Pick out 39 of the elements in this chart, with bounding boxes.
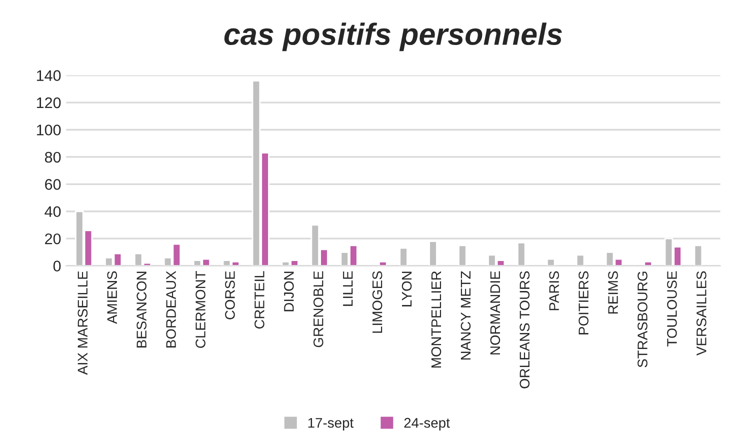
- x-tick-label: BESANCON: [136, 272, 146, 348]
- y-tick-label: 140: [36, 70, 61, 81]
- y-tick-label: 20: [45, 233, 61, 244]
- x-tick-label: CRETEIL: [254, 271, 264, 329]
- x-tick-label: DIJON: [284, 272, 294, 312]
- chart-title: cas positifs personnels: [224, 22, 562, 52]
- x-tick-label: PARIS: [549, 271, 560, 310]
- x-tick-label: NANCY METZ: [460, 271, 471, 360]
- x-tick-label: AIX MARSEILLE: [78, 271, 88, 375]
- bar: [399, 247, 408, 266]
- x-tick-label: CLERMONT: [196, 270, 206, 348]
- x-tick-label: NORMANDIE: [490, 271, 500, 354]
- legend-label: 24-sept: [404, 418, 450, 430]
- y-tick-label: 120: [36, 97, 61, 108]
- x-tick-label: STRASBOURG: [638, 272, 648, 368]
- y-tick-label: 40: [44, 206, 61, 218]
- y-tick-label: 60: [45, 179, 61, 190]
- x-tick-label: REIMS: [608, 271, 618, 314]
- bar: [694, 244, 703, 266]
- x-tick-label: GRENOBLE: [313, 271, 324, 348]
- x-tick-label: CORSE: [225, 271, 235, 320]
- bar: [428, 240, 438, 266]
- x-tick-label: ORLEANS TOURS: [520, 271, 530, 388]
- bar: [458, 244, 467, 266]
- x-tick-label: TOULOUSE: [667, 271, 677, 347]
- y-tick-label: 100: [36, 124, 61, 136]
- x-tick-label: LILLE: [343, 271, 353, 306]
- y-tick-label: 80: [44, 152, 61, 163]
- legend-label: 17-sept: [308, 418, 354, 430]
- bar: [576, 254, 585, 266]
- x-tick-label: VERSAILLES: [696, 271, 706, 356]
- x-tick-label: MONTPELLIER: [431, 271, 442, 368]
- x-tick-label: LYON: [402, 272, 412, 306]
- x-tick-label: LIMOGES: [372, 271, 382, 333]
- x-tick-label: AMIENS: [107, 271, 118, 324]
- y-tick-label: 0: [53, 260, 61, 272]
- x-tick-label: BORDEAUX: [166, 270, 176, 348]
- x-tick-label: POITIERS: [578, 271, 588, 334]
- bar: [517, 242, 526, 266]
